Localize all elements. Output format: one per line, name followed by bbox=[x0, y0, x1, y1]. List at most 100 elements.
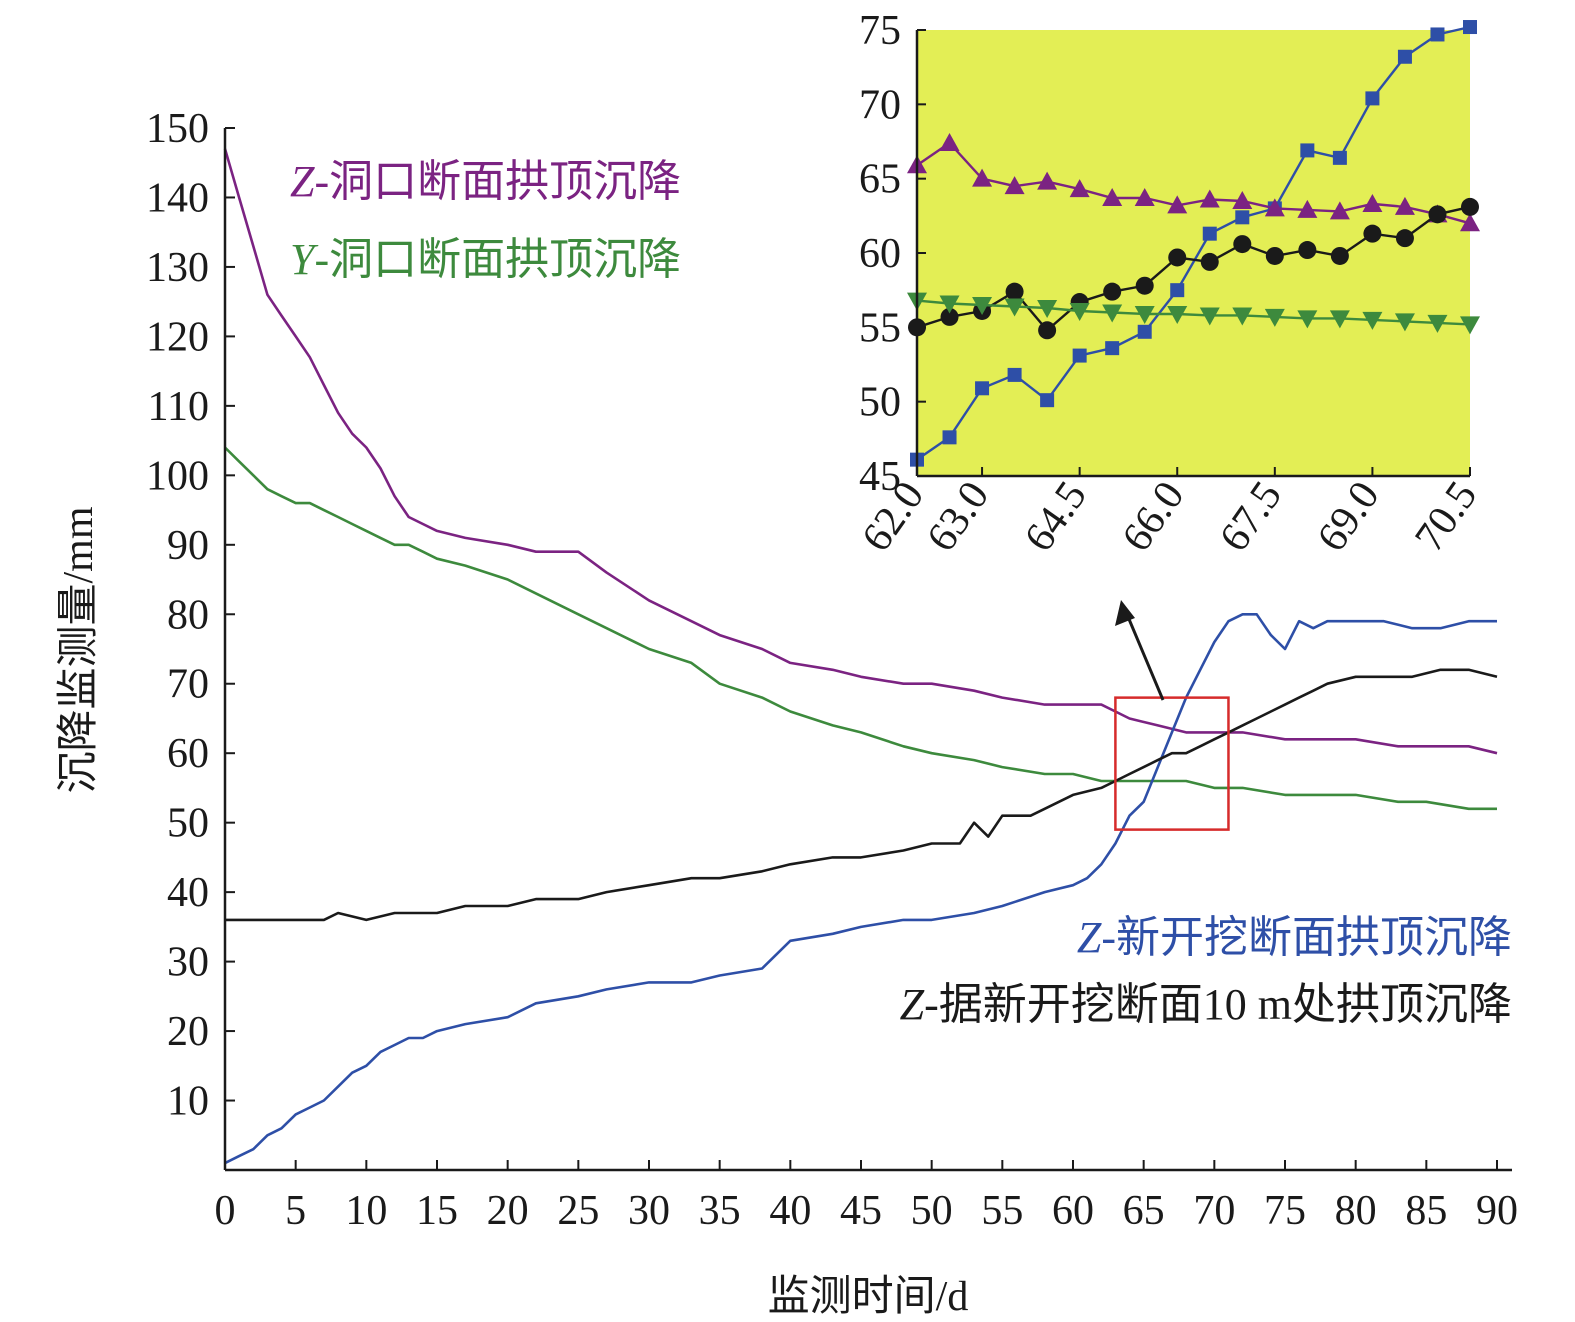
circle-marker bbox=[1038, 321, 1057, 340]
inset-y-tick-label: 70 bbox=[859, 82, 901, 128]
triangle-down-marker bbox=[1134, 305, 1155, 324]
triangle-up-marker bbox=[1297, 199, 1318, 218]
inset-background bbox=[917, 30, 1470, 476]
inset-x-tick-label: 67.5 bbox=[1211, 473, 1291, 560]
legend-z-new-label: -新开挖断面拱顶沉降 bbox=[1101, 913, 1512, 962]
square-marker bbox=[1137, 324, 1152, 339]
main-x-tick-label: 10 bbox=[345, 1188, 387, 1234]
triangle-down-marker bbox=[1037, 300, 1058, 319]
triangle-down-marker bbox=[1167, 305, 1188, 324]
main-y-tick-label: 70 bbox=[167, 662, 209, 708]
triangle-down-marker bbox=[1069, 302, 1090, 321]
circle-marker bbox=[1103, 282, 1122, 301]
main-y-tick-label: 50 bbox=[167, 801, 209, 847]
main-x-tick-label: 85 bbox=[1405, 1188, 1447, 1234]
square-marker bbox=[975, 381, 990, 396]
main-y-tick-label: 40 bbox=[167, 870, 209, 916]
series-y-portal-line bbox=[224, 446, 1497, 811]
triangle-down-marker bbox=[972, 297, 993, 316]
square-marker bbox=[1007, 367, 1022, 382]
legend-z-portal: Z-洞口断面拱顶沉降 bbox=[290, 157, 681, 206]
inset-y-tick-label: 65 bbox=[859, 157, 901, 203]
main-x-tick-label: 70 bbox=[1193, 1188, 1235, 1234]
triangle-up-marker bbox=[939, 132, 960, 151]
triangle-up-marker bbox=[1232, 190, 1253, 209]
y-axis-title: 沉降监测量/mm bbox=[56, 506, 102, 793]
triangle-down-marker bbox=[1427, 314, 1448, 333]
triangle-down-marker bbox=[1004, 298, 1025, 317]
triangle-up-marker bbox=[1460, 213, 1480, 232]
zoom-arrow bbox=[1115, 600, 1165, 701]
square-marker bbox=[1430, 27, 1445, 42]
triangle-down-marker bbox=[1394, 313, 1415, 332]
legend-z-portal-label: -洞口断面拱顶沉降 bbox=[314, 157, 681, 206]
legend-z-new: Z-新开挖断面拱顶沉降 bbox=[1077, 913, 1512, 962]
circle-marker bbox=[1200, 252, 1219, 271]
circle-marker bbox=[1428, 205, 1447, 224]
legend-y-portal-label: -洞口断面拱顶沉降 bbox=[314, 235, 681, 284]
triangle-up-marker bbox=[1329, 201, 1350, 220]
main-x-ticks: 0 5 10 15 20 25 30 35 40 45 50 55 60 65 70 75 80 85 90 bbox=[215, 1160, 1518, 1234]
main-x-tick-label: 65 bbox=[1123, 1188, 1165, 1234]
inset-plot: 45 50 55 60 65 70 75 62.063.0 64.5 66.0 67.5 69.0 7… bbox=[853, 8, 1486, 560]
circle-marker bbox=[1265, 246, 1284, 265]
circle-marker bbox=[1233, 235, 1252, 254]
triangle-up-marker bbox=[1102, 187, 1123, 206]
triangle-down-marker bbox=[1329, 310, 1350, 329]
triangle-up-marker bbox=[1167, 195, 1188, 214]
triangle-down-marker bbox=[1264, 308, 1285, 327]
circle-marker bbox=[1005, 282, 1024, 301]
main-x-tick-label: 20 bbox=[487, 1188, 529, 1234]
circle-marker bbox=[1135, 276, 1154, 295]
legend-z-10m-label: -据新开挖断面10 m处拱顶沉降 bbox=[924, 980, 1512, 1029]
circle-marker bbox=[1363, 224, 1382, 243]
main-y-tick-label: 80 bbox=[167, 592, 209, 638]
main-x-tick-label: 25 bbox=[557, 1188, 599, 1234]
square-marker bbox=[1105, 341, 1120, 356]
triangle-up-marker bbox=[972, 168, 993, 187]
square-marker bbox=[1072, 348, 1087, 363]
main-y-tick-label: 150 bbox=[146, 106, 209, 152]
main-x-tick-label: 5 bbox=[285, 1188, 306, 1234]
legend-y-portal-prefix: Y bbox=[290, 235, 319, 284]
legend-top: Z-洞口断面拱顶沉降 Y-洞口断面拱顶沉降 bbox=[290, 157, 681, 284]
series-z-portal-line bbox=[223, 148, 1498, 755]
main-x-tick-label: 45 bbox=[840, 1188, 882, 1234]
inset-y-tick-label: 45 bbox=[859, 454, 901, 500]
main-y-tick-label: 10 bbox=[167, 1079, 209, 1125]
circle-marker bbox=[1298, 241, 1317, 260]
main-x-tick-label: 30 bbox=[628, 1188, 670, 1234]
triangle-down-marker bbox=[1102, 304, 1123, 323]
main-x-tick-label: 75 bbox=[1264, 1188, 1306, 1234]
triangle-up-marker bbox=[1264, 198, 1285, 217]
main-y-tick-label: 90 bbox=[167, 523, 209, 569]
triangle-up-marker bbox=[1069, 179, 1090, 198]
inset-series-group bbox=[907, 20, 1480, 467]
square-marker bbox=[1365, 91, 1380, 106]
legend-z-new-prefix: Z bbox=[1077, 913, 1102, 962]
triangle-down-marker bbox=[1232, 307, 1253, 326]
main-y-tick-label: 60 bbox=[167, 731, 209, 777]
inset-y-tick-label: 50 bbox=[859, 380, 901, 426]
inset-y-tick-label: 75 bbox=[859, 8, 901, 54]
circle-marker bbox=[940, 307, 959, 326]
triangle-up-marker bbox=[1134, 187, 1155, 206]
main-y-tick-label: 120 bbox=[146, 314, 209, 360]
zoom-arrow-head bbox=[1115, 600, 1135, 626]
main-x-tick-label: 50 bbox=[911, 1188, 953, 1234]
main-x-tick-label: 40 bbox=[769, 1188, 811, 1234]
inset-y-tick-label: 60 bbox=[859, 231, 901, 277]
triangle-down-marker bbox=[939, 295, 960, 314]
triangle-up-marker bbox=[1199, 189, 1220, 208]
main-y-tick-label: 110 bbox=[148, 384, 209, 430]
circle-marker bbox=[1330, 246, 1349, 265]
square-marker bbox=[1463, 20, 1477, 35]
triangle-down-marker bbox=[1460, 316, 1480, 335]
inset-y-ticks: 45 50 55 60 65 70 75 bbox=[859, 8, 926, 500]
zoom-arrow-line bbox=[1124, 611, 1165, 701]
legend-bottom: Z-新开挖断面拱顶沉降 Z -据新开挖断面10 m处拱顶沉降 bbox=[900, 913, 1512, 1029]
main-x-tick-label: 35 bbox=[699, 1188, 741, 1234]
triangle-down-marker bbox=[1297, 310, 1318, 329]
